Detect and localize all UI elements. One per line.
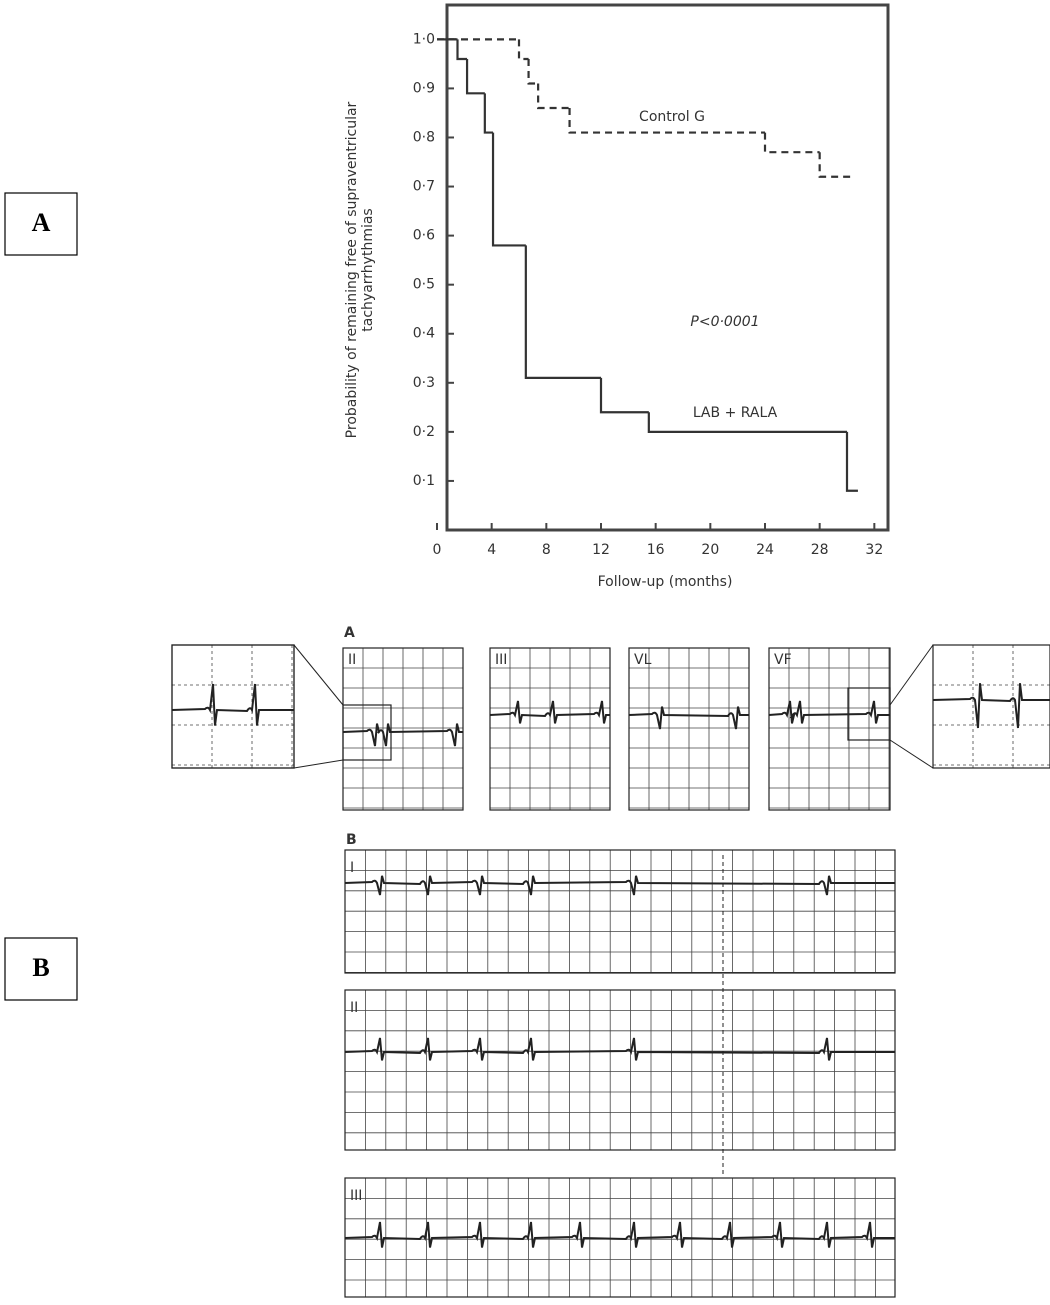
- x-tick-label: 12: [592, 542, 610, 558]
- survival-step: [519, 39, 529, 59]
- lead-label: III: [495, 652, 507, 668]
- survival-step: [538, 84, 569, 109]
- panel-label: A: [32, 208, 51, 237]
- inset-frame: [172, 645, 294, 768]
- x-tick-label: 4: [487, 542, 496, 558]
- y-tick-label: 0·5: [413, 277, 435, 293]
- x-tick-label: 0: [433, 542, 442, 558]
- connector: [294, 760, 343, 768]
- x-tick-label: 20: [701, 542, 719, 558]
- series-label: Control G: [639, 109, 705, 125]
- y-tick-label: 0·7: [413, 179, 435, 195]
- survival-step: [485, 93, 493, 132]
- strip-frame: [345, 990, 895, 1150]
- x-tick-label: 8: [542, 542, 551, 558]
- ecg-trace: [345, 1222, 895, 1248]
- strip-frame: [769, 648, 890, 810]
- y-tick-label: 0·2: [413, 424, 435, 440]
- ecg-grid: [345, 990, 895, 1150]
- figure: A B 0·1 0·2 0·3 0·4 0·5 0·6 0·7 0·8 0·9 1·0 0 4 8 12 1…: [0, 0, 1050, 1305]
- y-tick-label: 0·3: [413, 375, 435, 391]
- ecg-grid: [769, 648, 890, 810]
- survival-step: [820, 152, 854, 177]
- lead-label: I: [350, 860, 354, 876]
- y-tick-label: 0·1: [413, 473, 435, 489]
- y-tick-label: 0·6: [413, 228, 435, 244]
- survival-step: [493, 133, 526, 246]
- survival-step: [765, 133, 820, 153]
- ecg-grid: [345, 1178, 895, 1297]
- y-tick-label: 0·9: [413, 80, 435, 96]
- y-tick-label: 0·4: [413, 326, 435, 342]
- inset-trace: [933, 683, 1050, 728]
- ecg-grid: [933, 645, 1050, 768]
- panel-sublabel: A: [344, 625, 355, 641]
- strip-frame: [933, 645, 1050, 768]
- lead-label: III: [350, 1188, 362, 1204]
- ecg-trace: [345, 876, 895, 895]
- strip-frame: [172, 645, 294, 768]
- x-tick-label: 16: [647, 542, 665, 558]
- y-axis-label: tachyarrhythmias: [360, 208, 376, 331]
- annotation: P<0·0001: [690, 314, 759, 330]
- survival-step: [529, 59, 539, 84]
- y-axis-label: Probability of remaining free of suprave…: [344, 101, 360, 438]
- panel-label: B: [32, 953, 49, 982]
- survival-step: [847, 432, 858, 491]
- ecg-grid: [345, 850, 895, 973]
- x-tick-label: 28: [811, 542, 829, 558]
- connector: [890, 645, 933, 705]
- x-tick-label: 24: [756, 542, 774, 558]
- y-tick-label: 1·0: [413, 31, 435, 47]
- panel-sublabel: B: [346, 832, 357, 848]
- ecg-grid: [343, 648, 463, 810]
- lead-label: VL: [634, 652, 652, 668]
- strip-frame: [345, 1178, 895, 1297]
- connector: [294, 645, 343, 705]
- x-axis-label: Follow-up (months): [598, 574, 733, 590]
- survival-step: [526, 245, 601, 377]
- ecg-grid: [172, 645, 294, 768]
- ecg-trace: [769, 701, 890, 723]
- inset-trace: [172, 684, 294, 726]
- x-tick-label: 32: [865, 542, 883, 558]
- lead-label: II: [350, 1000, 358, 1016]
- survival-step: [601, 378, 649, 412]
- connector: [890, 740, 933, 768]
- ecg-grid: [490, 648, 610, 810]
- ecg-grid: [629, 648, 749, 810]
- lead-label: II: [348, 652, 356, 668]
- survival-step: [458, 39, 468, 59]
- lead-label: VF: [774, 652, 792, 668]
- series-label: LAB + RALA: [693, 405, 778, 421]
- y-tick-label: 0·8: [413, 129, 435, 145]
- ecg-trace: [345, 1038, 895, 1060]
- survival-step: [467, 59, 485, 93]
- plot-frame: [447, 5, 888, 530]
